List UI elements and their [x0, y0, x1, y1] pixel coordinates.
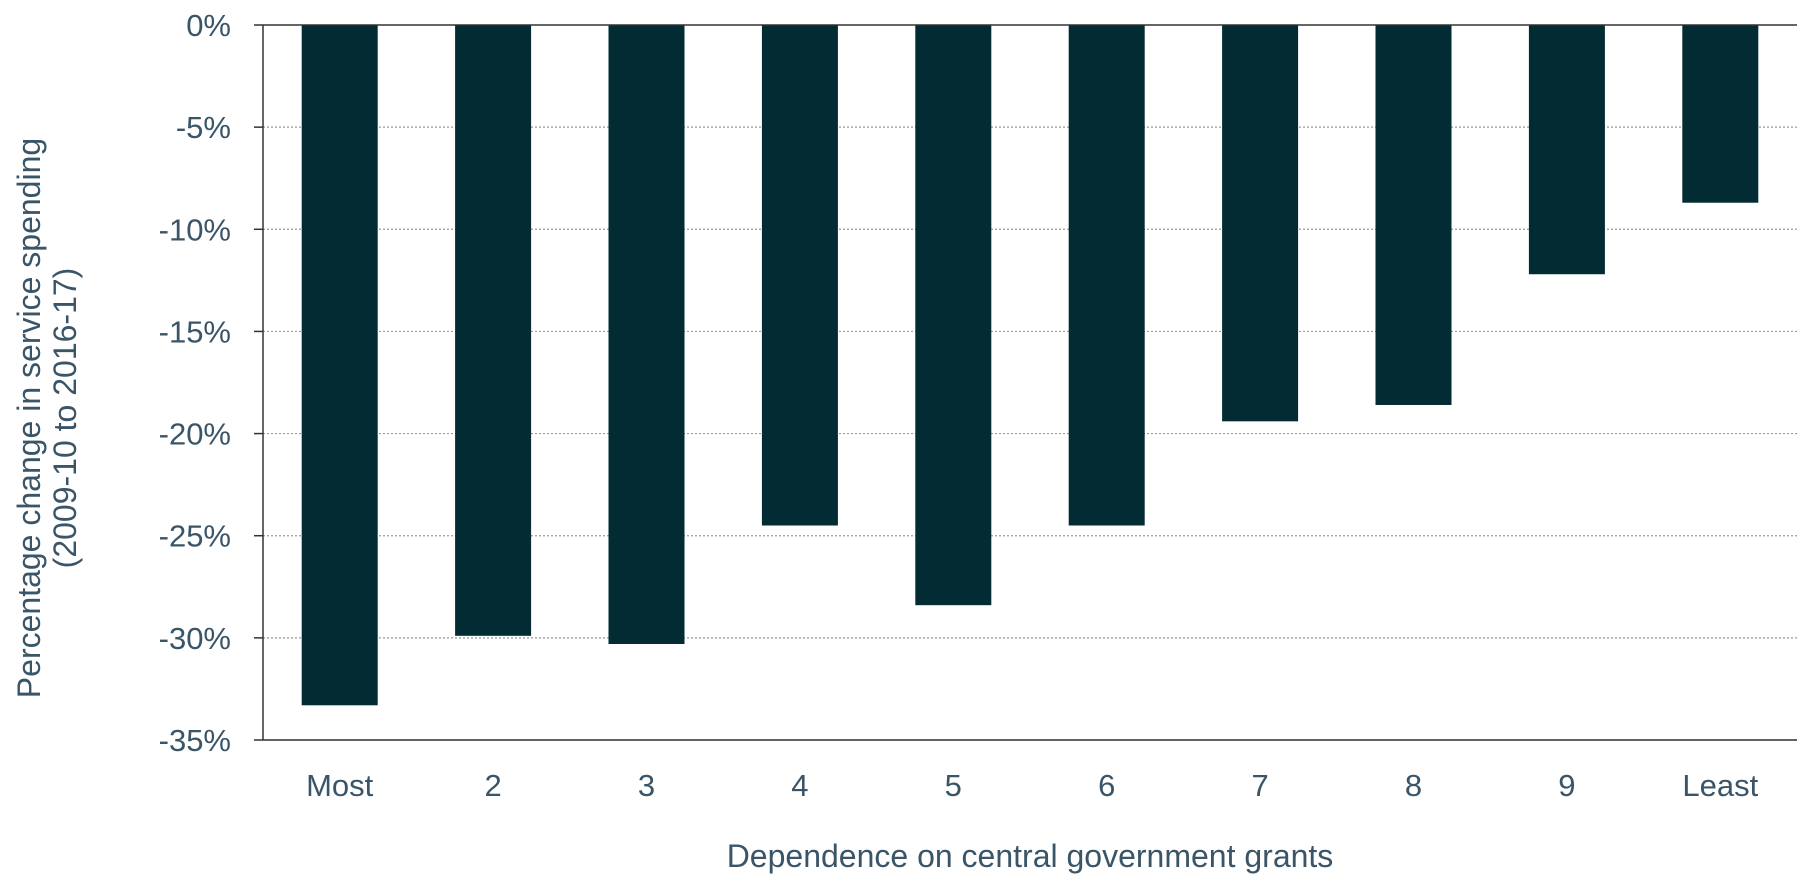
y-tick-label: -25% — [159, 519, 231, 554]
bars-layer — [301, 25, 1759, 706]
axis-layer — [254, 24, 1797, 741]
x-tick-label: 8 — [1405, 768, 1422, 803]
x-tick-label: 2 — [484, 768, 501, 803]
y-axis-title: Percentage change in service spending (2… — [11, 138, 83, 698]
y-axis-title-line-2: (2009-10 to 2016-17) — [47, 268, 83, 569]
bar — [1068, 25, 1145, 526]
x-tick-label: 3 — [638, 768, 655, 803]
x-tick-label: Most — [306, 768, 374, 803]
y-tick-label: 0% — [186, 8, 231, 43]
bar — [1222, 25, 1299, 422]
x-axis-title: Dependence on central government grants — [727, 838, 1334, 874]
y-tick-label: -15% — [159, 314, 231, 349]
y-tick-label: -35% — [159, 723, 231, 758]
bar — [761, 25, 838, 526]
y-tick-label: -20% — [159, 417, 231, 452]
x-tick-label: 7 — [1251, 768, 1268, 803]
y-tick-label: -5% — [176, 110, 231, 145]
x-tick-label: 6 — [1098, 768, 1115, 803]
y-tick-label: -30% — [159, 621, 231, 656]
bar — [1682, 25, 1759, 203]
bar — [1375, 25, 1452, 405]
y-axis-title-line-1: Percentage change in service spending — [11, 138, 47, 698]
bar — [455, 25, 532, 636]
x-tick-labels: Most 2 3 4 5 6 7 8 9 Least — [306, 768, 1758, 803]
bar — [915, 25, 992, 606]
bar — [301, 25, 378, 706]
bar — [1528, 25, 1605, 275]
x-tick-label: 9 — [1558, 768, 1575, 803]
x-tick-label: 5 — [945, 768, 962, 803]
x-tick-label: Least — [1682, 768, 1758, 803]
y-tick-labels: 0% -5% -10% -15% -20% -25% -30% -35% — [159, 8, 231, 758]
x-tick-label: 4 — [791, 768, 808, 803]
y-tick-label: -10% — [159, 212, 231, 247]
bar — [608, 25, 685, 644]
